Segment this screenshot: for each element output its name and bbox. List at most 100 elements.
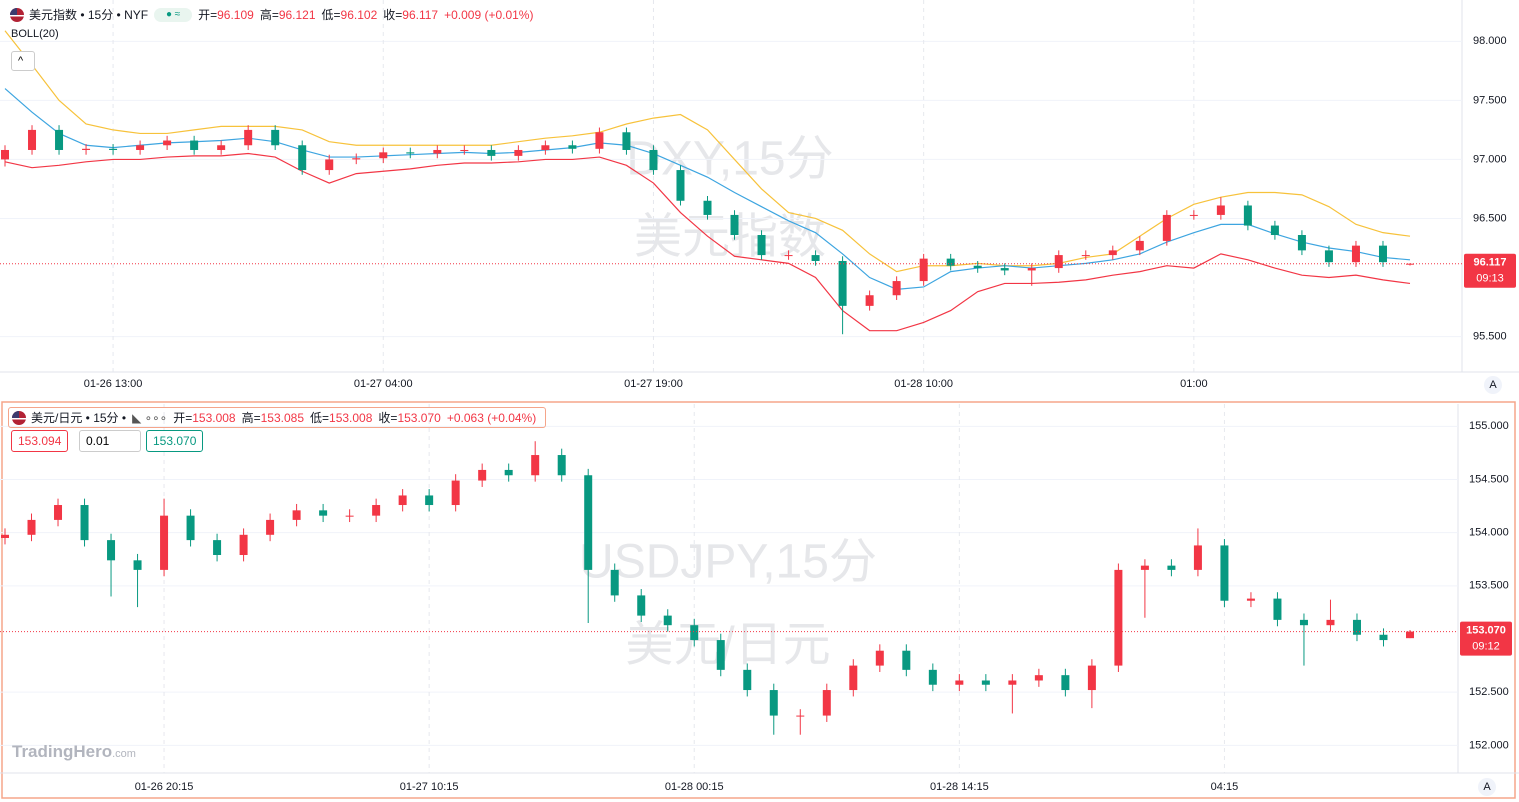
collapse-button[interactable]: ^	[11, 51, 35, 71]
candle-body	[981, 680, 990, 685]
candle-body	[1081, 255, 1090, 257]
flag-icon	[10, 7, 24, 22]
sell-button[interactable]: 153.094	[11, 430, 69, 452]
candle-body	[1299, 619, 1308, 626]
price-tag-label: 153.070	[1466, 624, 1506, 636]
watermark: 美元指数	[634, 211, 826, 264]
candle-body	[160, 515, 169, 570]
bollinger-line	[4, 30, 1411, 273]
y-tick-label: 96.500	[1473, 212, 1507, 224]
candle-body	[1379, 634, 1388, 641]
ohlc-label: 低=	[321, 8, 341, 22]
candle-body	[796, 715, 805, 717]
candle-body	[811, 255, 820, 261]
y-tick-label: 152.500	[1469, 686, 1509, 698]
candle-body	[217, 145, 226, 150]
ohlc-value: 153.008	[329, 410, 373, 425]
candle-body	[955, 680, 964, 685]
candle-body	[865, 295, 874, 306]
candle-body	[1246, 598, 1255, 601]
price-tag	[1460, 621, 1512, 656]
candle-body	[716, 640, 725, 670]
ohlc-label: 高=	[241, 411, 261, 425]
y-tick-label: 97.500	[1473, 94, 1507, 106]
candle-body	[1273, 598, 1282, 620]
candle-body	[1162, 214, 1171, 241]
candle-body	[1220, 545, 1229, 601]
x-tick-label: 01-28 00:15	[665, 781, 724, 793]
active-pane-border	[1, 401, 1516, 799]
candle-body	[919, 258, 928, 282]
candle-body	[460, 149, 469, 151]
candle-body	[1054, 255, 1063, 269]
bollinger-line	[4, 152, 1411, 332]
ohlc-label: 收=	[378, 411, 398, 425]
candle-body	[398, 495, 407, 506]
candle-body	[372, 505, 381, 516]
auto-scale-button[interactable]: A	[1478, 778, 1496, 796]
candle-body	[319, 510, 328, 516]
candle-body	[1193, 545, 1202, 570]
legend-header: 美元/日元 • 15分 • ◣ ∘∘∘ 开= 153.008 高= 153.085 …	[8, 407, 547, 428]
watermark: 美元/日元	[625, 619, 830, 672]
candle-body	[190, 140, 199, 150]
candle-body	[107, 540, 116, 561]
candle-body	[244, 129, 253, 146]
candle-body	[1, 534, 9, 538]
candle-body	[928, 669, 937, 685]
candle-body	[703, 200, 712, 215]
candle-body	[838, 260, 847, 306]
bollinger-line	[4, 88, 1411, 290]
candle-body	[478, 469, 487, 481]
candle-body	[1324, 250, 1333, 263]
candle-body	[1243, 205, 1252, 226]
x-tick-label: 01-28 14:15	[930, 781, 989, 793]
symbol-title: 美元/日元 • 15分 •	[31, 411, 127, 425]
candle-body	[637, 595, 646, 616]
x-tick-label: 04:15	[1211, 781, 1239, 793]
ohlc-label: 低=	[310, 411, 330, 425]
buy-button[interactable]: 153.070	[146, 430, 204, 452]
candle-body	[1216, 205, 1225, 215]
candle-body	[557, 455, 566, 476]
quantity-input[interactable]: 0.01	[79, 430, 141, 452]
candle-body	[663, 615, 672, 626]
flag-icon	[12, 410, 26, 425]
toolbar-icons[interactable]: ◣ ∘∘∘	[132, 410, 168, 425]
watermark: USDJPY,15分	[579, 536, 877, 589]
x-tick-label: 01-27 19:00	[624, 378, 683, 390]
ohlc-label: 开=	[173, 411, 193, 425]
candle-body	[292, 510, 301, 520]
candle-body	[595, 132, 604, 149]
candle-body	[1297, 235, 1306, 251]
candle-body	[1167, 565, 1176, 570]
x-tick-label: 01-27 04:00	[354, 378, 413, 390]
candle-body	[325, 159, 334, 171]
status-toggle[interactable]: ● ≈	[154, 7, 193, 22]
candle-body	[451, 480, 460, 506]
x-tick-label: 01-26 13:00	[84, 378, 143, 390]
candle-body	[1352, 619, 1361, 635]
auto-scale-button[interactable]: A	[1484, 376, 1502, 394]
brand-logo: TradingHero.com	[12, 742, 136, 762]
ohlc-value: 153.008	[192, 410, 236, 425]
candle-body	[730, 214, 739, 236]
candle-body	[610, 569, 619, 596]
candle-body	[531, 455, 540, 476]
ohlc-value: 96.109	[217, 7, 254, 22]
candle-body	[784, 255, 793, 257]
candle-body	[769, 690, 778, 716]
candle-body	[568, 145, 577, 149]
x-tick-label: 01-27 10:15	[400, 781, 459, 793]
candle-body	[1027, 268, 1036, 271]
candle-body	[1140, 565, 1149, 570]
ohlc-value: 153.085	[260, 410, 305, 425]
candle-body	[266, 519, 275, 535]
y-tick-label: 98.000	[1473, 35, 1507, 47]
candle-body	[1061, 675, 1070, 691]
candle-body	[757, 235, 766, 256]
candle-body	[55, 129, 64, 150]
candle-body	[379, 152, 388, 159]
y-tick-label: 155.000	[1469, 420, 1509, 432]
x-tick-label: 01:00	[1180, 378, 1208, 390]
